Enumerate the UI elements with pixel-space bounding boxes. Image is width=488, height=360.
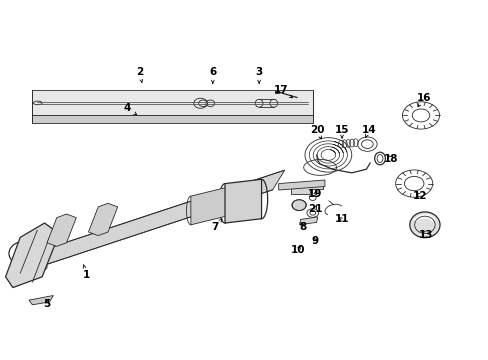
Text: 21: 21: [307, 204, 322, 214]
Text: 15: 15: [334, 125, 348, 138]
Text: 1: 1: [82, 265, 89, 280]
Text: 17: 17: [273, 85, 292, 98]
Text: 12: 12: [412, 191, 427, 201]
Polygon shape: [299, 217, 317, 225]
Text: 18: 18: [383, 154, 397, 164]
Polygon shape: [278, 180, 325, 190]
Text: 2: 2: [136, 67, 143, 83]
Text: 8: 8: [299, 222, 306, 231]
Text: 7: 7: [211, 219, 222, 231]
Text: 5: 5: [43, 299, 51, 309]
Polygon shape: [290, 184, 322, 194]
Polygon shape: [34, 170, 284, 269]
Text: 11: 11: [334, 215, 348, 224]
Text: 16: 16: [416, 93, 430, 107]
Polygon shape: [274, 91, 278, 93]
Text: 9: 9: [311, 236, 318, 246]
Text: 19: 19: [307, 189, 322, 199]
Polygon shape: [190, 182, 249, 225]
Text: 10: 10: [290, 245, 305, 255]
Polygon shape: [47, 214, 76, 246]
Text: 20: 20: [310, 125, 324, 139]
Text: 4: 4: [123, 103, 136, 115]
Ellipse shape: [409, 212, 439, 238]
Text: 3: 3: [255, 67, 262, 83]
Polygon shape: [5, 223, 59, 288]
Text: 14: 14: [361, 125, 375, 138]
Text: 6: 6: [209, 67, 216, 83]
Polygon shape: [88, 203, 118, 235]
Ellipse shape: [292, 200, 305, 211]
Polygon shape: [32, 90, 312, 116]
Text: 13: 13: [418, 230, 432, 239]
Polygon shape: [29, 296, 53, 305]
Polygon shape: [224, 179, 261, 223]
Polygon shape: [32, 116, 312, 123]
